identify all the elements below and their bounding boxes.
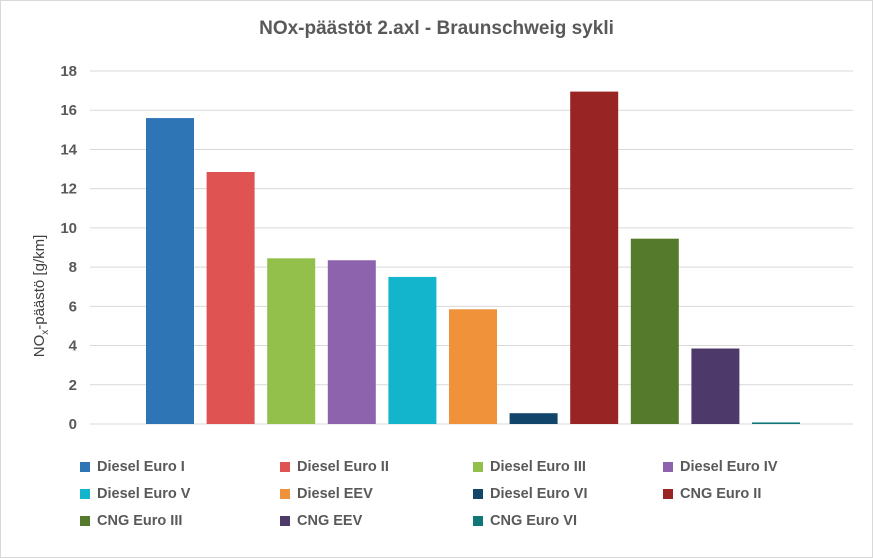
y-axis-title: NOx-päästö [g/km] bbox=[31, 235, 51, 358]
legend-item: Diesel Euro I bbox=[80, 458, 280, 476]
legend-label: CNG Euro II bbox=[680, 486, 762, 502]
legend-item: CNG Euro II bbox=[663, 485, 853, 503]
y-tick-label: 0 bbox=[69, 416, 77, 433]
legend-item: Diesel Euro V bbox=[80, 485, 280, 503]
legend-swatch bbox=[280, 489, 290, 499]
y-tick-label: 12 bbox=[60, 181, 77, 198]
y-tick-label: 14 bbox=[60, 141, 77, 158]
bar-cng-eev bbox=[691, 348, 740, 424]
legend-item: CNG EEV bbox=[280, 512, 473, 530]
legend-item: Diesel EEV bbox=[280, 485, 473, 503]
y-tick-label: 2 bbox=[69, 377, 77, 394]
legend: Diesel Euro I Diesel Euro II Diesel Euro I… bbox=[80, 458, 860, 530]
plot-area: 0 2 4 6 8 10 12 14 16 18 NOx-päästö [g/km] bbox=[31, 63, 853, 433]
legend-label: Diesel Euro II bbox=[297, 459, 389, 475]
legend-swatch bbox=[80, 462, 90, 472]
legend-item: Diesel Euro VI bbox=[473, 485, 663, 503]
bar-diesel-euro-iv bbox=[327, 260, 376, 424]
bar-cng-euro-iii bbox=[630, 238, 679, 424]
bar-cng-euro-ii bbox=[570, 91, 619, 424]
legend-label: Diesel Euro IV bbox=[680, 459, 778, 475]
bar-diesel-eev bbox=[449, 309, 497, 424]
y-tick-label: 4 bbox=[69, 338, 78, 355]
y-tick-label: 16 bbox=[60, 102, 77, 119]
legend-swatch bbox=[280, 462, 290, 472]
legend-swatch bbox=[663, 489, 673, 499]
bar-diesel-euro-v bbox=[388, 276, 437, 424]
legend-item: CNG Euro VI bbox=[473, 512, 663, 530]
legend-swatch bbox=[280, 516, 290, 526]
legend-label: CNG EEV bbox=[297, 513, 363, 529]
bar-diesel-euro-iii bbox=[267, 258, 316, 424]
legend-label: Diesel Euro V bbox=[97, 486, 191, 502]
legend-label: CNG Euro VI bbox=[490, 513, 578, 529]
legend-swatch bbox=[473, 462, 483, 472]
legend-swatch bbox=[80, 489, 90, 499]
y-tick-label: 6 bbox=[69, 298, 77, 315]
legend-label: CNG Euro III bbox=[97, 513, 183, 529]
bar-diesel-euro-i bbox=[146, 118, 194, 425]
legend-swatch bbox=[473, 516, 483, 526]
legend-item: Diesel Euro IV bbox=[663, 458, 853, 476]
bar-diesel-euro-ii bbox=[206, 171, 255, 424]
y-tick-label: 18 bbox=[60, 63, 77, 80]
legend-label: Diesel Euro III bbox=[490, 459, 586, 475]
chart-title: NOx-päästöt 2.axl - Braunschweig sykli bbox=[259, 18, 614, 39]
y-tick-label: 10 bbox=[60, 220, 77, 237]
legend-swatch bbox=[663, 462, 673, 472]
legend-swatch bbox=[473, 489, 483, 499]
bar-cng-euro-vi bbox=[752, 422, 800, 424]
legend-item: Diesel Euro II bbox=[280, 458, 473, 476]
y-tick-label: 8 bbox=[69, 259, 77, 276]
legend-label: Diesel Euro I bbox=[97, 459, 185, 475]
legend-swatch bbox=[80, 516, 90, 526]
legend-label: Diesel EEV bbox=[297, 486, 373, 502]
legend-label: Diesel Euro VI bbox=[490, 486, 588, 502]
bar-diesel-euro-vi bbox=[509, 413, 558, 424]
legend-item: Diesel Euro III bbox=[473, 458, 663, 476]
legend-item: CNG Euro III bbox=[80, 512, 280, 530]
